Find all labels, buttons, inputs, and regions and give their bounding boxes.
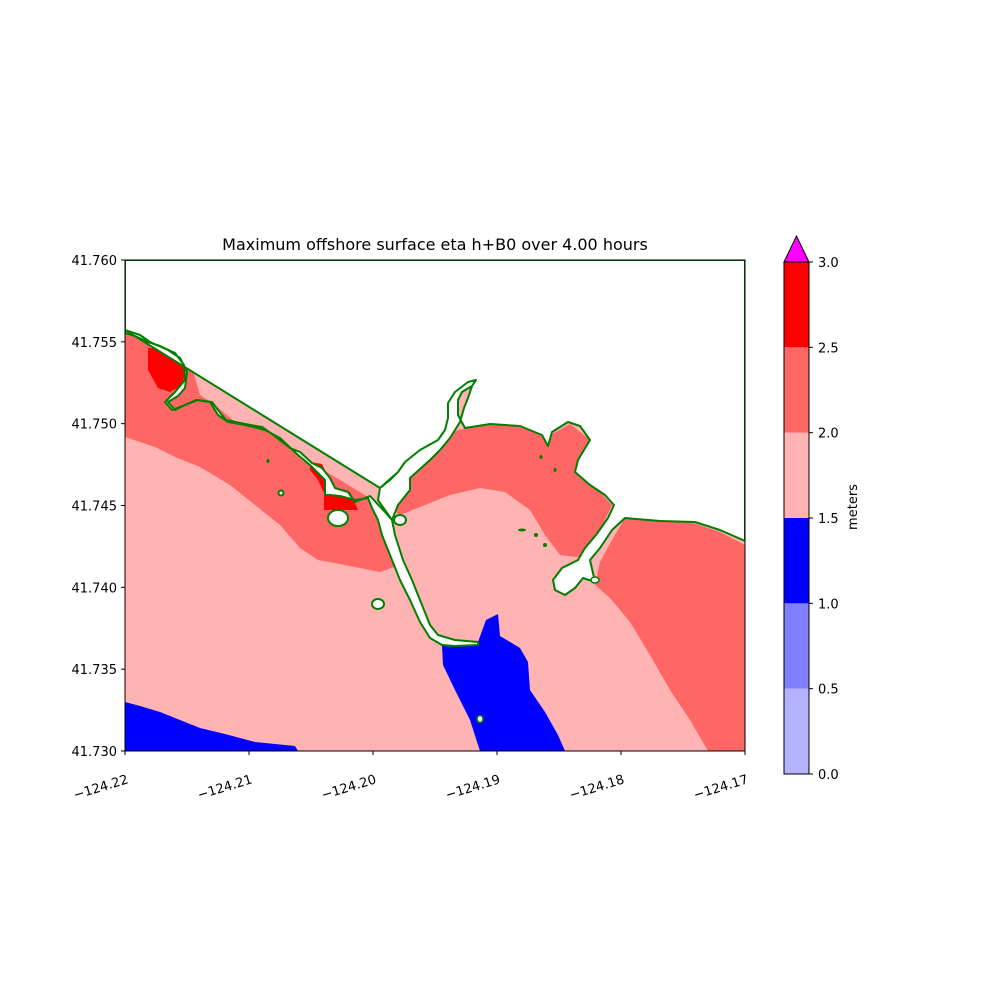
y-tick-label: 41.735 [72,663,118,678]
band-1.0-1.5-harbor [442,614,565,751]
colorbar-level-3 [784,432,809,518]
y-tick-label: 41.755 [72,336,118,351]
colorbar-tick-label: 1.0 [818,597,839,612]
x-tick-label: −124.17 [692,772,750,803]
x-tick-label: −124.21 [196,772,254,803]
band-2.0-2.5-bay [380,424,612,558]
x-tick-label: −124.20 [320,772,378,803]
map-title: Maximum offshore surface eta h+B0 over 4… [222,235,648,254]
island-rock-11 [553,468,557,472]
colorbar-tick-label: 1.5 [818,512,839,527]
colorbar-extend-arrow [783,234,810,263]
colorbar-level-1 [784,603,809,689]
x-tick-label: −124.22 [72,772,130,803]
colorbar-tick-label: 0.5 [818,683,839,698]
band-1.0-1.5-southwest [125,702,298,751]
colorbar-tick-label: 0.0 [818,768,839,783]
y-axis: 41.760 41.755 41.750 41.745 41.740 41.735 41.7… [72,254,125,760]
y-tick-label: 41.750 [72,418,118,433]
island-rock-1 [371,598,385,610]
y-tick-label: 41.730 [72,745,118,760]
colorbar-level-0 [784,688,809,774]
colorbar-level-2 [784,518,809,604]
colorbar: 0.0 0.5 1.0 1.5 2.0 2.5 3.0 [783,234,839,783]
island-rock-9 [476,714,484,724]
island-rock-6 [534,533,538,537]
island-rock-10 [539,455,543,459]
x-tick-label: −124.19 [444,772,502,803]
island-rock-8 [590,576,600,584]
x-axis: −124.22 −124.21 −124.20 −124.19 −124.18 −124.… [72,751,750,803]
band-2.0-2.5-east [595,518,745,751]
island-rock-3 [277,489,285,497]
y-tick-label: 41.745 [72,500,118,515]
colorbar-tick-label: 2.5 [818,341,839,356]
colorbar-level-4 [784,347,809,433]
island-rock-5 [518,528,526,532]
colorbar-label: meters [846,484,861,530]
y-tick-label: 41.740 [72,581,118,596]
island-rock-4 [266,459,270,463]
colorbar-tick-label: 2.0 [818,427,839,442]
y-tick-label: 41.760 [72,254,118,269]
island-rock-7 [543,543,547,547]
island-jetty [327,509,349,527]
land-north [125,260,745,647]
island-rock-2 [393,514,407,526]
map-field [125,260,745,751]
colorbar-level-5 [784,262,809,348]
colorbar-tick-label: 3.0 [818,256,839,271]
x-tick-label: −124.18 [568,772,626,803]
